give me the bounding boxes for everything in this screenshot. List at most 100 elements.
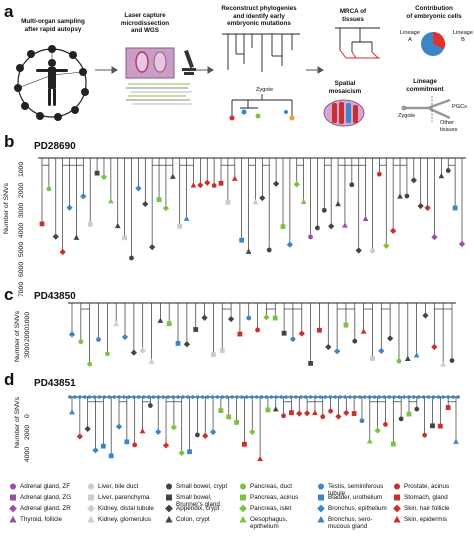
tree-c-sample-marker: [219, 348, 225, 354]
tree-d-top-marker: [441, 395, 446, 399]
legend-circle-icon: [318, 483, 324, 490]
legend-triangle-icon: [87, 515, 95, 523]
tree-b-sample-marker: [431, 234, 438, 241]
tree-b-sample-marker: [156, 197, 162, 203]
tree-c-sample-marker: [175, 341, 181, 346]
tree-c-sample-marker: [130, 349, 137, 356]
panel-b-letter: b: [4, 132, 15, 151]
tree-b-sample-marker: [383, 242, 390, 249]
panel-d-letter: d: [4, 370, 15, 389]
tree-d-top-marker: [392, 395, 396, 399]
tree-d-top-marker: [333, 395, 338, 399]
tree-c-sample-marker: [193, 327, 199, 332]
tree-c-sample-marker: [113, 320, 120, 327]
tree-d-sample-marker: [272, 406, 279, 412]
tree-d-top-marker: [205, 395, 210, 399]
tree-c-sample-marker: [404, 355, 411, 361]
legend-triangle-icon: [165, 515, 173, 523]
tree-b-sample-marker: [349, 182, 355, 188]
tree-c-sample-marker: [333, 348, 341, 355]
tree-d-top-marker: [136, 395, 141, 399]
tree-b-sample-marker: [46, 186, 52, 192]
tree-d-top-marker: [303, 395, 308, 399]
tree-d-top-marker: [245, 395, 249, 399]
panel-b-sample: PD28690: [34, 141, 76, 152]
tree-b-sample-marker: [272, 180, 280, 187]
step1-title: Multi-organ sampling after rapid autopsy: [21, 18, 85, 33]
tree-d-top-marker: [416, 395, 421, 399]
phylogeny-schematic: [222, 33, 300, 118]
legend-circle-icon: [88, 483, 94, 490]
tree-d-top-marker: [195, 395, 200, 399]
tree-d-top-marker: [264, 395, 269, 399]
legend-label: Pancreas, acinus: [250, 494, 299, 501]
legend-label: Appendix, crypt: [176, 505, 220, 512]
legend-label: Adrenal gland, ZF: [20, 483, 71, 490]
tree-d-sample-marker: [414, 406, 420, 412]
tree-c-sample-marker: [360, 328, 367, 334]
tree-d-top-marker: [323, 395, 328, 399]
tree-b-sample-marker: [342, 222, 348, 228]
tree-b-sample-marker: [190, 182, 197, 188]
tree-d-top-marker: [274, 395, 279, 399]
tree-d-sample-marker: [209, 428, 217, 436]
tree-d-top-marker: [259, 395, 264, 399]
tree-b-sample-marker: [162, 205, 170, 212]
tree-b-sample-marker: [280, 224, 286, 230]
tree-b-sample-marker: [286, 241, 293, 248]
legend-triangle-icon: [393, 515, 401, 523]
tree-c-sample-marker: [431, 343, 438, 351]
body-sampling-diagram: [14, 45, 89, 121]
tree-c-sample-marker: [68, 331, 76, 338]
legend-label: Small bowel, crypt: [176, 483, 228, 490]
tree-c-sample-marker: [396, 358, 402, 364]
tree-d-top-marker: [328, 395, 333, 399]
legend-label: Bronchus, sero- mucous gland: [328, 516, 373, 531]
tree-b-sample-marker: [315, 225, 320, 231]
tree-d-sample-marker: [359, 418, 365, 424]
tree-d-top-marker: [372, 395, 377, 399]
tree-b-sample-marker: [308, 234, 313, 240]
tree-c-sample-marker: [449, 358, 455, 363]
legend-label: Kidney, glomerulus: [98, 516, 152, 523]
tree-d-top-marker: [451, 395, 455, 399]
tree-d-top-marker: [146, 395, 151, 399]
tree-d-sample-marker: [296, 410, 303, 417]
tree-d-sample-marker: [289, 410, 294, 416]
legend-circle-icon: [166, 483, 172, 490]
tree-d-top-marker: [97, 395, 102, 399]
tree-d-top-marker: [200, 395, 205, 399]
legend-triangle-icon: [239, 515, 247, 523]
tree-b-sample-marker: [390, 227, 397, 235]
spatial-mosaicism-image: [323, 99, 365, 127]
tree-c-sample-marker: [387, 335, 394, 342]
tree-b-sample-marker: [149, 243, 156, 251]
legend-label: Liver, bile duct: [98, 483, 139, 490]
zygote-tree-markers: [229, 109, 295, 121]
tree-d-sample-marker: [406, 411, 412, 417]
tree-b-sample-marker: [300, 198, 307, 204]
tree-d-sample-marker: [312, 409, 318, 416]
tree-d-top-marker: [181, 395, 185, 399]
tree-c-sample-marker: [201, 314, 208, 321]
tree-c-sample-marker: [227, 315, 235, 323]
tree-d-top-marker: [122, 395, 126, 399]
legend-label: Stomach, gland: [404, 494, 448, 501]
legend-square-icon: [394, 494, 400, 501]
tree-c-sample-marker: [440, 361, 447, 367]
tree-d-top-marker: [402, 395, 406, 399]
microscope-icon: [182, 49, 196, 75]
tree-b-sample-marker: [445, 168, 451, 173]
tree-d-top-marker: [367, 395, 372, 399]
tree-d-top-marker: [112, 395, 117, 399]
tree-d-top-marker: [156, 395, 161, 399]
legend-label: Adrenal gland, ZR: [20, 505, 71, 512]
tree-d-sample-marker: [100, 443, 106, 449]
tree-b-sample-marker: [135, 185, 142, 192]
tree-b-sample-marker: [122, 235, 128, 241]
tree-b-sample-marker: [114, 222, 121, 229]
panel-a-letter: a: [4, 2, 14, 21]
lineage-b-label: Lineage B: [453, 30, 473, 43]
